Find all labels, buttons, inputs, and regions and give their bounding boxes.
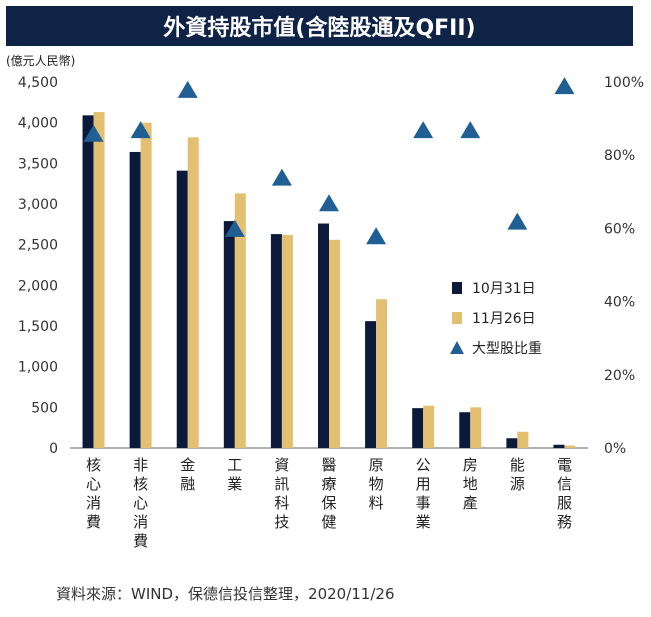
legend-swatch-triangle	[450, 341, 464, 354]
y2-tick-label: 0%	[604, 441, 626, 457]
bar-nov26	[140, 122, 152, 449]
bar-nov26	[187, 137, 199, 448]
y-tick-label: 0	[49, 441, 58, 457]
triangle-marker	[319, 194, 339, 212]
triangle-marker	[507, 212, 528, 230]
bar-oct31	[82, 115, 94, 448]
legend-label-nov26: 11月26日	[472, 311, 536, 327]
category-label: 公用事業	[416, 456, 431, 531]
triangle-marker	[366, 227, 387, 245]
bar-nov26	[281, 234, 293, 448]
bar-nov26	[423, 405, 435, 448]
category-label: 非核心消費	[133, 456, 148, 550]
category-label: 能源	[510, 456, 525, 493]
y2-tick-label: 60%	[604, 221, 635, 237]
bar-oct31	[129, 151, 141, 449]
bar-nov26	[234, 193, 246, 448]
category-label: 核心消費	[86, 456, 101, 531]
bar-oct31	[506, 438, 518, 448]
y-tick-label: 500	[31, 400, 58, 416]
bar-nov26	[329, 239, 340, 448]
y2-tick-label: 20%	[604, 368, 635, 384]
y2-tick-label: 40%	[604, 295, 635, 311]
category-label: 房地產	[463, 456, 478, 512]
bar-nov26	[517, 431, 529, 448]
category-label: 原物料	[369, 456, 384, 512]
bar-oct31	[318, 223, 329, 448]
bar-oct31	[553, 444, 565, 448]
y2-tick-label: 100%	[604, 75, 644, 91]
category-label: 資訊科技	[274, 456, 289, 531]
triangle-marker	[271, 168, 292, 186]
category-label: 電信服務	[557, 456, 572, 531]
triangle-marker	[224, 219, 245, 237]
y2-tick-label: 80%	[604, 148, 635, 164]
y-tick-label: 3,500	[18, 156, 58, 172]
y-tick-label: 2,500	[18, 238, 58, 254]
y-tick-label: 1,000	[18, 360, 58, 376]
bar-oct31	[412, 408, 424, 448]
triangle-marker	[130, 121, 151, 139]
legend-label-large-cap: 大型股比重	[472, 341, 542, 357]
triangle-marker	[413, 121, 434, 139]
bar-oct31	[459, 412, 471, 448]
source-note: 資料來源：WIND，保德信投信整理，2020/11/26	[56, 585, 395, 603]
bar-nov26	[93, 112, 105, 449]
y-tick-label: 2,000	[18, 278, 58, 294]
bar-oct31	[270, 234, 282, 448]
category-label: 金融	[180, 456, 195, 493]
y-tick-label: 1,500	[18, 319, 58, 335]
category-label: 工業	[227, 456, 242, 493]
bar-oct31	[176, 170, 188, 449]
y-tick-label: 4,000	[18, 116, 58, 132]
bar-nov26	[470, 407, 482, 448]
y-axis-unit: (億元人民幣)	[6, 54, 76, 68]
category-label: 醫療保健	[321, 456, 336, 531]
legend-label-oct31: 10月31日	[472, 281, 536, 297]
bar-nov26	[564, 445, 576, 448]
triangle-marker	[177, 80, 198, 98]
legend-swatch-nov26	[452, 312, 462, 324]
legend-swatch-oct31	[452, 282, 462, 294]
bar-nov26	[376, 299, 388, 448]
triangle-marker	[460, 121, 481, 139]
bar-oct31	[223, 221, 235, 448]
bar-oct31	[365, 321, 377, 448]
triangle-marker	[554, 77, 575, 95]
y-tick-label: 4,500	[18, 75, 58, 91]
y-tick-label: 3,000	[18, 197, 58, 213]
triangle-marker	[83, 124, 104, 142]
chart-title: 外資持股市值(含陸股通及QFII)	[6, 6, 633, 46]
